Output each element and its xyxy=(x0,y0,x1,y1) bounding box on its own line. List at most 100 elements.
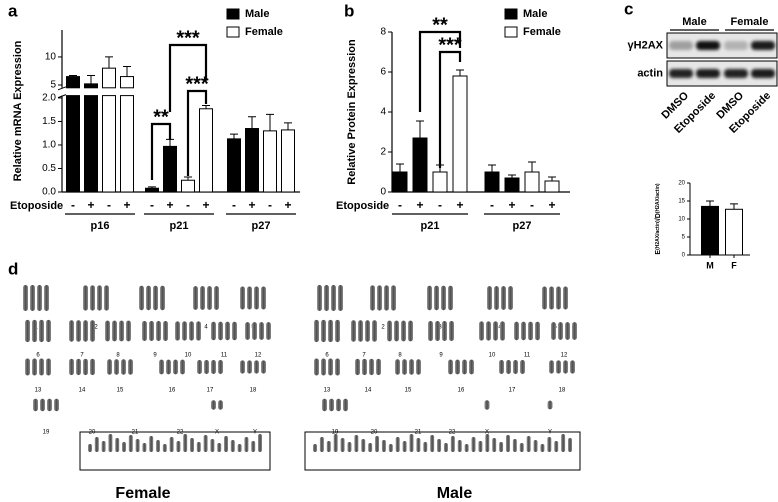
chromosome xyxy=(450,436,455,452)
chromosome xyxy=(443,443,448,452)
treatment-label: - xyxy=(398,198,402,212)
legend-swatch xyxy=(504,26,518,38)
bar xyxy=(432,171,448,193)
y-axis-label: Relative Protein Expression xyxy=(346,39,358,185)
error-bar xyxy=(69,74,77,77)
chromosome-label: 17 xyxy=(207,388,214,394)
chromosome xyxy=(247,286,252,310)
chromosome xyxy=(449,321,454,341)
legend-swatch xyxy=(504,8,518,20)
legend-swatch xyxy=(226,26,240,38)
treatment-label: - xyxy=(186,198,190,212)
legend-swatch xyxy=(226,8,240,20)
chromosome xyxy=(484,400,490,410)
chromosome xyxy=(558,322,563,340)
chromosome xyxy=(369,358,374,376)
error-bar xyxy=(105,56,113,69)
chromosome xyxy=(146,285,151,311)
group-label: p21 xyxy=(421,220,440,232)
chromosome xyxy=(471,437,476,452)
chromosome-label: 13 xyxy=(324,388,331,394)
chromosome xyxy=(430,435,435,452)
chromosome xyxy=(314,358,319,376)
chromosome-label: 14 xyxy=(79,388,86,394)
chromosome xyxy=(512,439,517,452)
error-bar xyxy=(456,69,464,76)
y-tick-label: 5 xyxy=(682,235,686,241)
chromosome xyxy=(244,437,249,452)
legend-label: Female xyxy=(523,26,561,38)
error-bar xyxy=(508,174,516,178)
chromosome xyxy=(434,285,439,311)
chromosome-label: 9 xyxy=(153,353,157,359)
chromosome xyxy=(314,319,319,343)
chromosome xyxy=(37,285,42,311)
y-tick-label: 1.5 xyxy=(42,116,56,127)
bar xyxy=(544,180,560,193)
chromosome xyxy=(47,398,52,412)
blot-band xyxy=(696,69,720,78)
chromosome xyxy=(225,321,230,341)
treatment-label: + xyxy=(123,198,130,212)
chromosome-label: 18 xyxy=(250,388,257,394)
chromosome xyxy=(526,436,531,452)
chromosome xyxy=(254,286,259,310)
axis-break xyxy=(57,86,67,91)
significance-bracket xyxy=(150,122,172,180)
chromosome xyxy=(355,358,360,376)
chromosome xyxy=(163,321,168,341)
chromosome xyxy=(528,321,533,341)
chromosome xyxy=(203,435,208,452)
error-bar xyxy=(166,138,174,147)
treatment-label: + xyxy=(248,198,255,212)
chromosome xyxy=(261,286,266,310)
row-label: γH2AX xyxy=(628,39,664,51)
y-axis-label-part: /D xyxy=(655,213,662,220)
chromosome xyxy=(388,444,393,452)
chromosome xyxy=(416,359,421,375)
chromosome xyxy=(317,285,322,311)
chromosome xyxy=(335,319,340,343)
bar xyxy=(412,137,428,193)
error-bar xyxy=(266,113,274,131)
chromosome xyxy=(442,321,447,341)
error-bar xyxy=(730,203,738,210)
chromosome xyxy=(441,285,446,311)
bar xyxy=(84,95,98,193)
chromosome xyxy=(193,286,198,310)
chromosome-label: 9 xyxy=(439,353,443,359)
chromosome-label: 8 xyxy=(398,353,402,359)
chromosome xyxy=(535,321,540,341)
chromosome xyxy=(513,360,518,374)
chromosome xyxy=(335,358,340,376)
chromosome-label: 7 xyxy=(80,353,84,359)
chromosome xyxy=(44,285,49,311)
chromosome xyxy=(401,320,406,342)
chromosome xyxy=(437,439,442,452)
chromosome xyxy=(237,444,242,452)
chromosome xyxy=(427,285,432,311)
chromosome xyxy=(572,322,577,340)
group-label: p27 xyxy=(252,220,271,232)
significance-stars: ** xyxy=(153,106,169,128)
chromosome xyxy=(104,285,109,311)
chromosome xyxy=(313,444,317,452)
chromosome xyxy=(478,441,483,452)
chromosome xyxy=(207,286,212,310)
y-tick-label: 2.0 xyxy=(42,93,56,104)
group-label: p27 xyxy=(513,220,532,232)
chromosome xyxy=(347,442,352,452)
treatment-label: - xyxy=(71,198,75,212)
sex-title: Male xyxy=(437,485,473,502)
panel-letter: c xyxy=(624,0,633,18)
chromosome xyxy=(142,443,147,452)
treatment-label: + xyxy=(87,198,94,212)
bar xyxy=(66,76,80,89)
chromosome xyxy=(479,321,484,341)
chromosome-label: 8 xyxy=(116,353,120,359)
blot-band xyxy=(669,69,693,78)
chromosome xyxy=(547,437,552,452)
chromosome xyxy=(126,320,131,342)
chromosome xyxy=(377,285,382,311)
chromosome xyxy=(149,436,154,452)
